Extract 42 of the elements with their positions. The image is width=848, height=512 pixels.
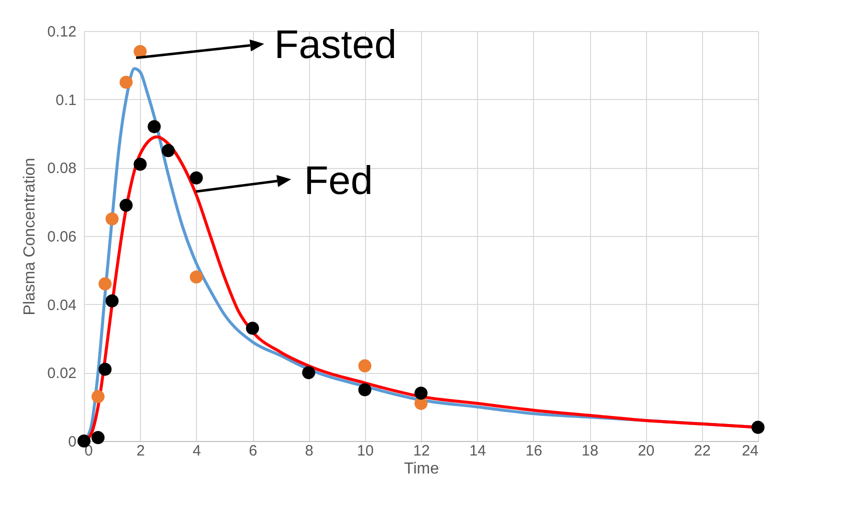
point [358, 383, 372, 396]
x-tick-label: 10 [356, 442, 374, 460]
x-tick-label: 4 [192, 442, 202, 460]
point [162, 144, 175, 158]
y-axis-title: Plasma Concentration [21, 158, 38, 316]
y-tick-label: 0.12 [47, 24, 76, 40]
y-tick-label: 0.08 [47, 160, 76, 178]
annotation: Fasted [274, 23, 397, 68]
point [92, 431, 105, 444]
x-tick-label: 22 [694, 442, 711, 460]
x-tick-label: 6 [248, 442, 258, 460]
x-tick-label: 2 [136, 442, 145, 460]
point [414, 386, 428, 400]
x-tick-label: 14 [469, 442, 486, 460]
point [134, 44, 147, 58]
point [98, 277, 112, 290]
x-tick-label: 18 [582, 442, 598, 460]
x-tick-label: 12 [413, 442, 430, 460]
point [302, 366, 316, 380]
x-axis-title: Time [404, 460, 440, 478]
x-tick-label: 16 [525, 442, 542, 460]
point [120, 76, 133, 89]
point [190, 270, 203, 284]
annotation: Fed [304, 158, 373, 203]
point [106, 294, 119, 308]
y-tick-label: 0.06 [47, 228, 76, 246]
point [98, 362, 112, 376]
y-tick-label: 0.1 [56, 92, 76, 109]
x-tick-label: 8 [304, 442, 314, 460]
point [148, 120, 161, 134]
point [358, 359, 372, 372]
point [120, 198, 133, 212]
point [246, 322, 260, 335]
point [106, 212, 119, 226]
x-tick-label: 24 [742, 442, 758, 460]
point [134, 158, 147, 171]
point [751, 420, 765, 434]
y-tick-label: 0.02 [47, 365, 76, 382]
point [92, 390, 105, 404]
y-tick-label: 0.04 [47, 296, 76, 314]
x-tick-label: 20 [638, 442, 655, 460]
point [190, 171, 203, 184]
